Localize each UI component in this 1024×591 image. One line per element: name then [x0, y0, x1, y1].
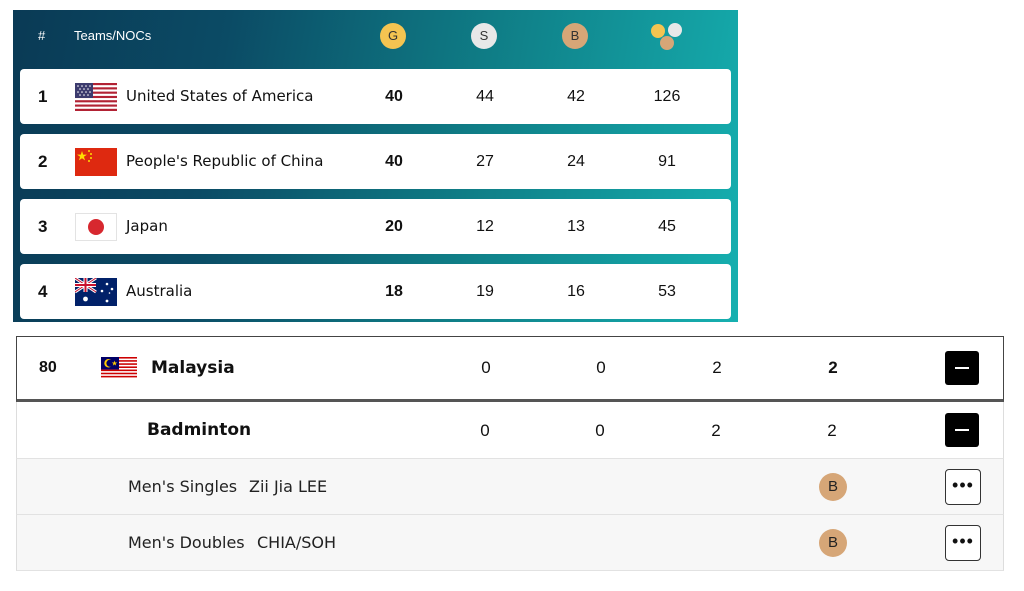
- medals-total-icon[interactable]: [651, 22, 685, 52]
- rank: 3: [38, 217, 48, 236]
- athlete-name[interactable]: Zii Jia LEE: [249, 477, 328, 496]
- teams-header[interactable]: Teams/NOCs: [74, 28, 152, 43]
- bronze-count: 2: [712, 358, 722, 377]
- rank: 2: [38, 152, 48, 171]
- bronze-count: 42: [567, 88, 585, 105]
- usa-flag-icon: [75, 83, 117, 111]
- country-row-malaysia[interactable]: 80 Malaysia 0 0 2 2: [16, 336, 1004, 402]
- country-name[interactable]: People's Republic of China: [126, 152, 324, 170]
- table-row[interactable]: 3 Japan 20 12 13 45: [20, 199, 731, 254]
- event-row: Men's Doubles CHIA/SOH B •••: [16, 515, 1004, 571]
- event-name: Men's Singles: [128, 477, 238, 496]
- bronze-count: 16: [567, 283, 585, 300]
- sport-row-badminton[interactable]: Badminton 0 0 2 2: [16, 402, 1004, 459]
- rank: 4: [38, 282, 48, 301]
- table-row[interactable]: 2 People's Republic of China 40 27 24 91: [20, 134, 731, 189]
- gold-count: 40: [385, 88, 403, 105]
- silver-count: 27: [476, 153, 494, 170]
- collapse-country-button[interactable]: [945, 351, 979, 385]
- total-count: 91: [658, 153, 676, 170]
- sport-name[interactable]: Badminton: [147, 420, 252, 440]
- rank-header: #: [38, 28, 46, 43]
- bronze-count: 13: [567, 218, 585, 235]
- bronze-count: 2: [711, 421, 721, 440]
- gold-count: 0: [481, 358, 491, 377]
- medal-table-header: # Teams/NOCs G S B: [13, 10, 738, 62]
- country-name[interactable]: Malaysia: [151, 358, 235, 378]
- australia-flag-icon: [75, 278, 117, 306]
- total-count: 45: [658, 218, 676, 235]
- total-count: 2: [827, 421, 837, 440]
- silver-count: 0: [595, 421, 605, 440]
- athlete-name[interactable]: CHIA/SOH: [257, 533, 337, 552]
- event-name: Men's Doubles: [128, 533, 245, 552]
- table-row[interactable]: 1 United States of America: [20, 69, 731, 124]
- bronze-medal-header[interactable]: B: [562, 23, 588, 49]
- rank: 80: [39, 359, 57, 376]
- china-flag-icon: [75, 148, 117, 176]
- total-count: 126: [653, 88, 681, 105]
- gold-count: 20: [385, 218, 403, 235]
- total-count: 53: [658, 283, 676, 300]
- silver-medal-header[interactable]: S: [471, 23, 497, 49]
- silver-count: 0: [596, 358, 606, 377]
- gold-count: 0: [480, 421, 490, 440]
- bronze-count: 24: [567, 153, 585, 170]
- bronze-medal-icon: B: [819, 473, 847, 501]
- malaysia-flag-icon: [101, 357, 137, 379]
- silver-count: 19: [476, 283, 494, 300]
- table-row[interactable]: 4 Australia 18 19 16 53: [20, 264, 731, 319]
- gold-count: 18: [385, 283, 403, 300]
- collapse-sport-button[interactable]: [945, 413, 979, 447]
- silver-count: 12: [476, 218, 494, 235]
- japan-flag-icon: [75, 213, 117, 241]
- event-row: Men's Singles Zii Jia LEE B •••: [16, 459, 1004, 515]
- rank: 1: [38, 87, 48, 106]
- medal-table: # Teams/NOCs G S B 1: [13, 10, 738, 322]
- country-name[interactable]: United States of America: [126, 87, 314, 105]
- bronze-medal-icon: B: [819, 529, 847, 557]
- silver-count: 44: [476, 88, 494, 105]
- country-name[interactable]: Japan: [126, 217, 168, 235]
- gold-count: 40: [385, 153, 403, 170]
- gold-medal-header[interactable]: G: [380, 23, 406, 49]
- country-name[interactable]: Australia: [126, 282, 193, 300]
- more-options-button[interactable]: •••: [945, 469, 981, 505]
- more-options-button[interactable]: •••: [945, 525, 981, 561]
- total-count: 2: [828, 358, 838, 377]
